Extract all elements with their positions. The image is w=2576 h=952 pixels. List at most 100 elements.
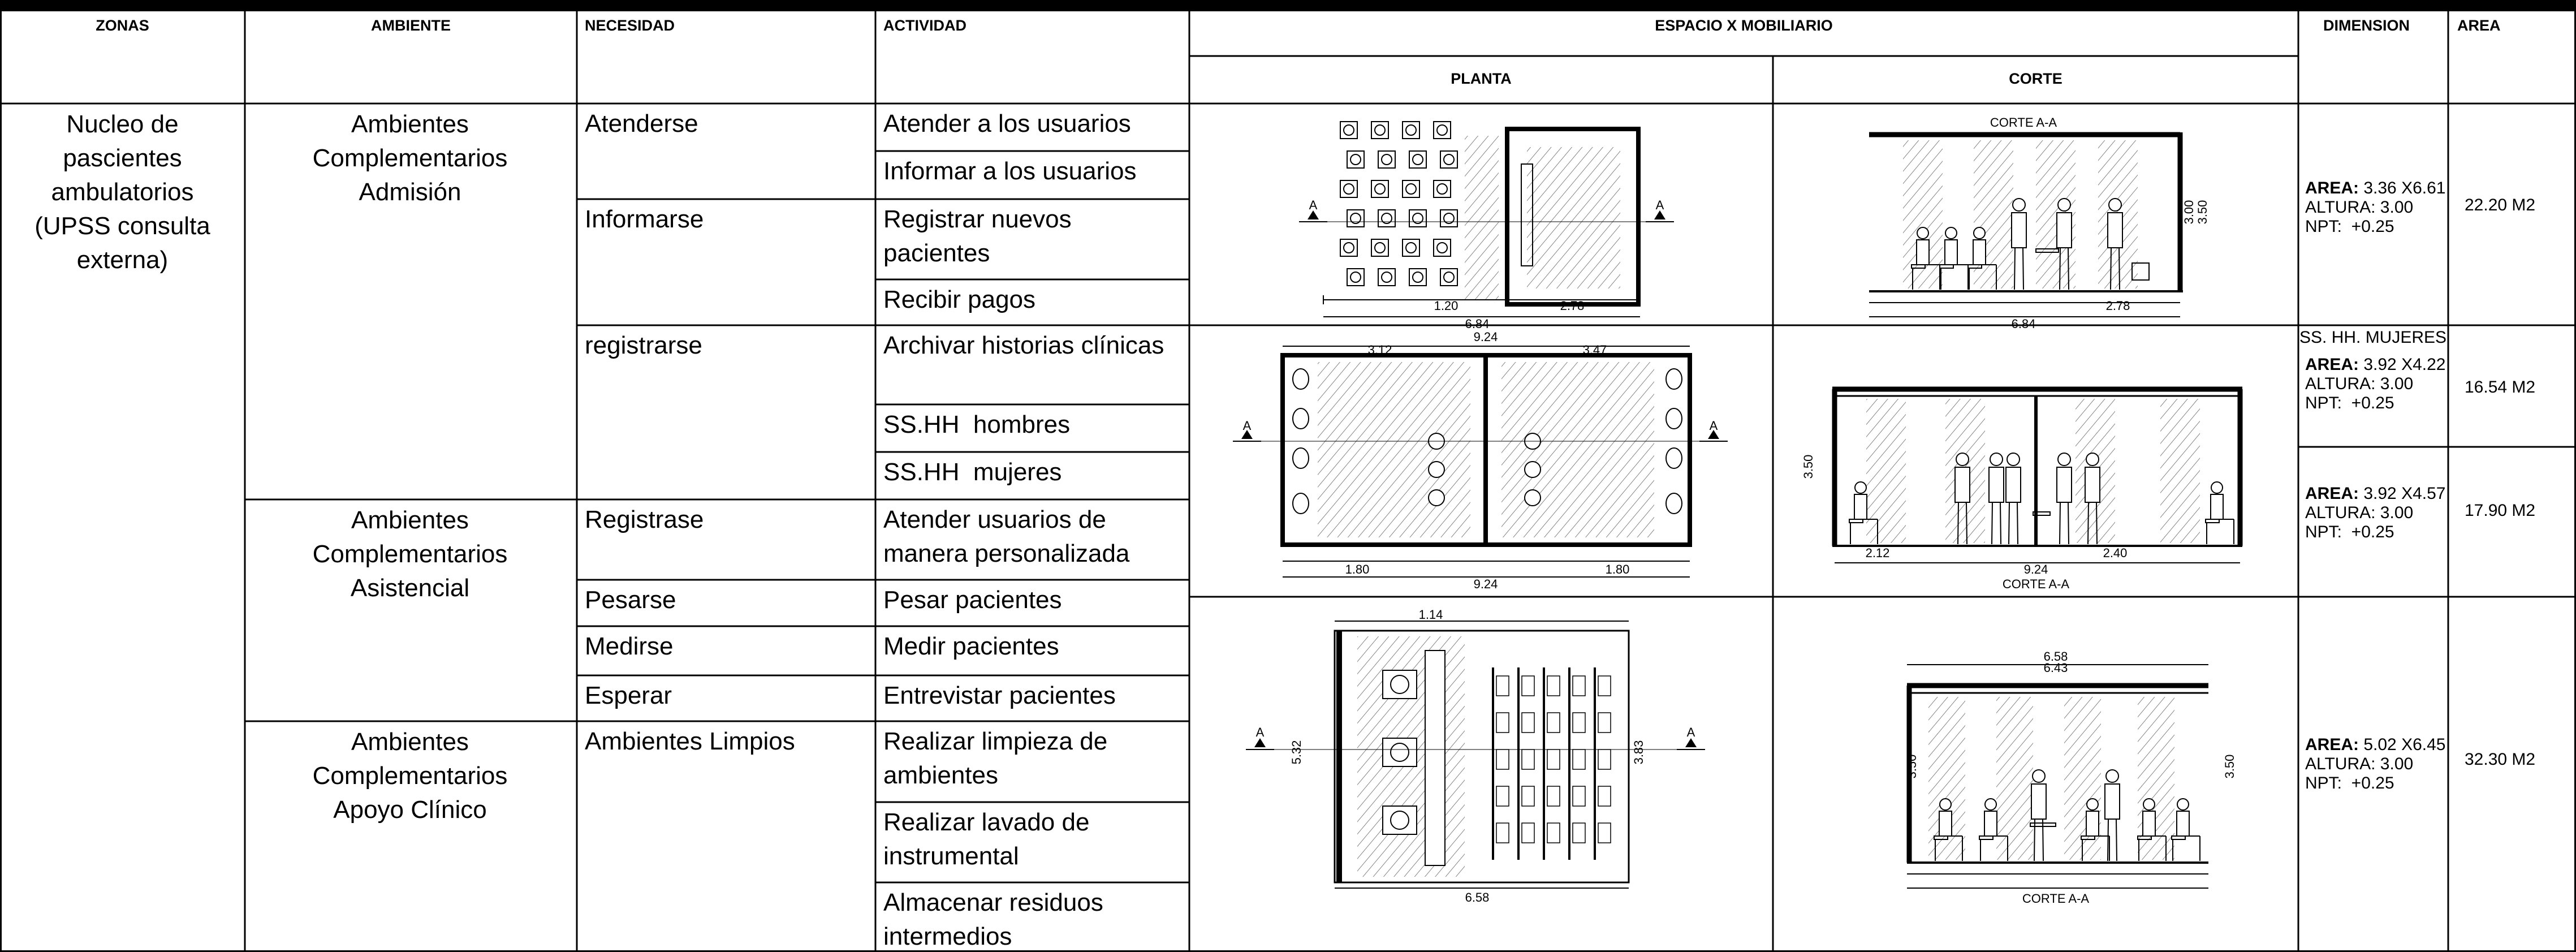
- dimension-label: 3.83: [1632, 740, 1646, 765]
- figure: [1436, 242, 1448, 253]
- area-value: 16.54 M2: [2465, 378, 2536, 397]
- drawing-line: [2118, 247, 2120, 290]
- figure: [1436, 124, 1448, 136]
- dimension-label: 5.32: [1289, 740, 1304, 765]
- figure: [1443, 272, 1455, 283]
- section-arrow: [1308, 210, 1319, 219]
- subheader: CORTE: [2009, 70, 2062, 87]
- fixture: [1428, 461, 1445, 478]
- dimension-label: AREA:: [2305, 179, 2359, 197]
- drawing-shape: [2005, 467, 2021, 503]
- drawing-shape: [1371, 180, 1389, 198]
- drawing-shape: [1572, 749, 1586, 770]
- drawing-shape: [2176, 811, 2190, 837]
- drawing-shape: [1903, 140, 1943, 288]
- drawing-shape: [1854, 494, 1867, 520]
- section-title: CORTE A-A: [2022, 891, 2090, 906]
- dimension-area: AREA: 3.92 X4.22: [2305, 355, 2445, 374]
- figure: [2177, 798, 2189, 811]
- figure: [1374, 124, 1386, 136]
- figure: [1973, 227, 1986, 239]
- dimension-cell: AREA: 3.92 X4.57 ALTURA: 3.00 NPT: +0.25: [2305, 484, 2445, 542]
- drawing-shape: [1440, 209, 1458, 227]
- dimension-heading: SS. HH. MUJERES: [2299, 328, 2447, 347]
- drawing-shape: [1521, 786, 1535, 807]
- drawing-shape: [1934, 835, 1948, 840]
- actividad: Archivar historias clínicas: [883, 331, 1164, 359]
- necesidad: Informarse: [585, 205, 704, 233]
- actividad: Atender a los usuarios: [883, 110, 1131, 137]
- section-marker: A: [1256, 725, 1265, 739]
- ambiente: Ambientes Complementarios Apoyo Clínico: [312, 728, 508, 824]
- drawing-line: [2087, 502, 2089, 545]
- figure: [1945, 227, 1957, 239]
- dimension-label: AREA:: [2305, 484, 2359, 503]
- fixture: [1292, 493, 1309, 514]
- drawing-shape: [1402, 180, 1420, 198]
- drawing-line: [2034, 819, 2035, 861]
- drawing-shape: [2030, 822, 2056, 827]
- header: ESPACIO X MOBILIARIO: [1655, 17, 1833, 34]
- drawing-shape: [1572, 786, 1586, 807]
- drawing-shape: [1496, 675, 1509, 696]
- drawing-shape: [2031, 783, 2047, 820]
- header: DIMENSION: [2323, 17, 2410, 34]
- drawing-shape: [1967, 264, 1982, 269]
- figure: [2057, 198, 2071, 212]
- figure: [1443, 213, 1455, 224]
- figure: [2086, 453, 2099, 466]
- fixture: [1665, 368, 1682, 390]
- drawing-shape: [2160, 399, 2200, 543]
- header: ACTIVIDAD: [883, 17, 966, 34]
- figure: [1917, 227, 1929, 239]
- section-arrow: [1685, 738, 1697, 747]
- fixture: [1292, 408, 1309, 429]
- actividad: Informar a los usuarios: [883, 157, 1137, 185]
- dimension-label: 3.50: [1905, 755, 1919, 779]
- fixture: [1292, 447, 1309, 469]
- figure: [1939, 798, 1952, 811]
- dimension-line: ALTURA: 3.00: [2305, 755, 2414, 773]
- dimension-label: 3.50: [2195, 200, 2210, 225]
- dimension-value: 3.92 X4.22: [2363, 355, 2446, 374]
- drawing-shape: [1939, 264, 1954, 269]
- header: NECESIDAD: [585, 17, 675, 34]
- drawing-shape: [1433, 239, 1451, 257]
- drawing-shape: [1402, 239, 1420, 257]
- dimension-label: 2.12: [1866, 546, 1890, 560]
- dimension-label: 1.80: [1606, 562, 1630, 576]
- dimension-label: 2.78: [1560, 299, 1585, 313]
- figure: [1436, 183, 1448, 195]
- actividad: Realizar lavado de instrumental: [883, 808, 1097, 870]
- section-marker: A: [1309, 198, 1318, 212]
- section-marker: A: [1687, 725, 1695, 739]
- drawing-shape: [1378, 209, 1396, 227]
- drawing-shape: [1572, 675, 1586, 696]
- necesidad: Atenderse: [585, 110, 698, 137]
- header: AMBIENTE: [371, 17, 451, 34]
- drawing-shape: [1598, 749, 1611, 770]
- dimension-cell: AREA: 5.02 X6.45 ALTURA: 3.00 NPT: +0.25: [2305, 735, 2445, 793]
- section-title: CORTE A-A: [2003, 577, 2070, 591]
- dimension-label: 6.84: [2012, 317, 2036, 331]
- figure: [1390, 675, 1409, 694]
- drawing-shape: [1598, 675, 1611, 696]
- section-title: CORTE A-A: [1990, 115, 2057, 130]
- figure: [1350, 213, 1361, 224]
- dimension-label: 1.20: [1434, 299, 1459, 313]
- drawing-shape: [1402, 121, 1420, 139]
- drawing-shape: [1916, 239, 1930, 265]
- dimension-label: 6.58: [1465, 890, 1490, 904]
- drawing-shape: [1849, 519, 1863, 523]
- figure: [1374, 242, 1386, 253]
- actividad: Entrevistar pacientes: [883, 682, 1116, 709]
- drawing-shape: [1521, 749, 1535, 770]
- drawing-line: [2068, 247, 2069, 290]
- actividad: Pesar pacientes: [883, 586, 1062, 614]
- drawing-shape: [1371, 121, 1389, 139]
- drawing-shape: [1347, 150, 1365, 169]
- drawing-labels: A A 6.84 2.78 1.20 CORTE A-A 6.84 2.78 3…: [1243, 115, 2237, 906]
- actividad: Registrar nuevos pacientes: [883, 205, 1078, 267]
- dimension-line: ALTURA: 3.00: [2305, 198, 2414, 217]
- drawing-shape: [1340, 121, 1358, 139]
